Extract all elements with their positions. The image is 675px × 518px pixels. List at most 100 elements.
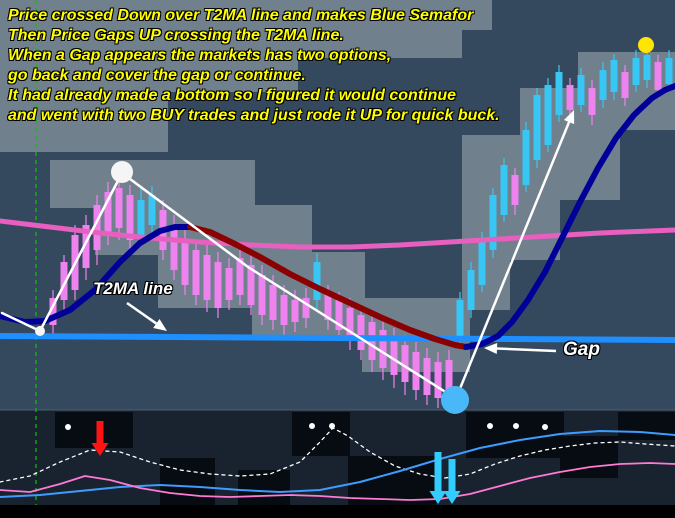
panel-white-dot [487,423,493,429]
candle-body [137,200,145,235]
candle-body [192,250,200,295]
panel-white-dot [309,423,315,429]
candle-body [467,270,475,310]
panel-shade-block [292,412,350,456]
candle-body [544,85,552,145]
t2ma-curve-red [187,224,469,350]
annotation-line-3: When a Gap appears the markets has two o… [8,47,392,64]
white-dot-low [35,326,45,336]
candle-body [489,195,497,250]
panel-blue-line [0,430,675,498]
time-axis-bar [0,505,675,518]
chart-annotation-text: Price crossed Down over T2MA line and ma… [8,6,500,126]
annotation-line-1: Price crossed Down over T2MA line and ma… [8,7,474,24]
candle-body [60,262,68,300]
candle-body [599,70,607,100]
candle-body [401,345,409,382]
candle-body [555,72,563,115]
panel-magenta-line [0,462,675,501]
candle-body [643,55,651,80]
yellow-semafor-top-right [638,37,654,53]
candle-body [588,88,596,115]
candle-body [610,60,618,92]
candle-body [247,265,255,305]
cyan-buy-signal-arrow [429,452,447,504]
pink-band-line [0,218,675,250]
candle-body [456,300,464,340]
panel-shade-block [160,458,215,505]
candle-body [533,95,541,160]
candle-body [665,58,673,84]
candle-body [82,225,90,268]
annotation-line-6: and went with two BUY trades and just ro… [8,107,500,124]
candle-body [423,358,431,395]
candle-body [412,352,420,390]
candle-body [258,275,266,315]
panel-dotted-signal-line [0,427,675,483]
gray-channel-zone [462,52,675,310]
panel-white-dot [542,424,548,430]
candle-body [346,308,354,340]
candle-body [522,130,530,185]
panel-white-dot [513,423,519,429]
t2ma-line-label: T2MA line [93,279,173,298]
candle-body [148,195,156,225]
gap-label: Gap [563,339,600,360]
candle-body [478,240,486,285]
panel-shade-block [238,470,290,505]
candle-body [269,285,277,320]
candle-body [511,175,519,205]
t2ma-pointer-arrow-head [153,319,167,331]
candle-body [49,298,57,325]
candle-body [291,300,299,322]
panel-white-dot [65,424,71,430]
candle-body [434,362,442,398]
candle-body [500,165,508,215]
candle-body [654,62,662,90]
candle-body [203,255,211,300]
rally-up-arrow [457,121,571,392]
gray-channel-zone [0,0,492,152]
t2ma-pointer-arrow [126,301,158,325]
t2ma-curve-blue [463,83,675,350]
t2ma-blue-support-line [0,333,675,343]
annotation-line-4: go back and cover the gap or continue. [8,67,306,84]
cyan-buy-signal-arrow [443,459,461,504]
candle-body [280,295,288,325]
red-sell-signal-arrow [91,421,109,456]
candle-body [313,262,321,300]
candle-body [566,85,574,110]
panel-shade-block [55,412,133,448]
candle-body [621,72,629,98]
white-semafor-top [111,161,133,183]
candle-body [390,338,398,375]
candle-body [214,262,222,308]
candle-body [379,330,387,368]
candle-body [445,360,453,395]
candle-body [236,258,244,295]
blue-semafor-bottom [441,386,469,414]
candle-body [324,295,332,320]
candle-body [302,298,310,318]
candle-body [126,195,134,240]
rally-up-arrow-head [563,110,575,125]
t2ma-curve-blue [0,224,193,325]
candle-body [632,58,640,85]
panel-shade-block [618,412,675,440]
candle-body [93,205,101,250]
candle-body [170,225,178,270]
candle-body [335,300,343,330]
gap-pointer-arrow-head [484,343,498,355]
candle-body [104,192,112,235]
candle-body [577,75,585,105]
candle-body [225,268,233,300]
annotation-line-2: Then Price Gaps UP crossing the T2MA lin… [8,27,344,44]
candle-body [181,240,189,285]
gap-pointer-arrow [496,347,557,353]
panel-white-dot [329,423,335,429]
candle-body [115,188,123,228]
candle-body [357,315,365,350]
annotation-line-5: It had already made a bottom so I figure… [8,87,457,104]
